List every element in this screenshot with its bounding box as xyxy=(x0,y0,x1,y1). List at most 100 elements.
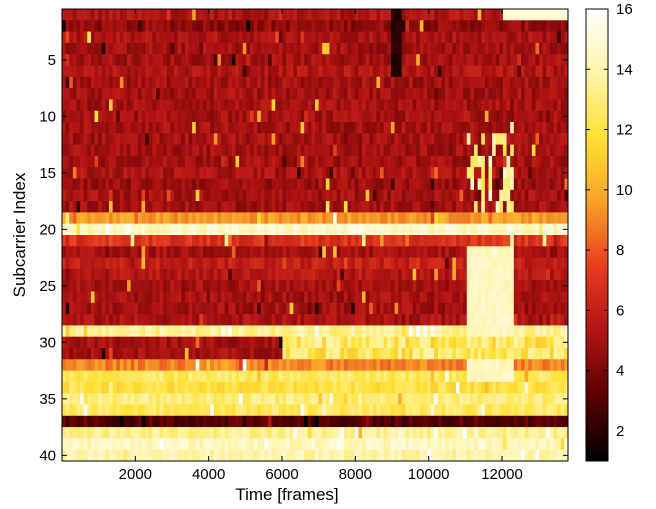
heatmap-cell xyxy=(177,54,182,66)
heatmap-cell xyxy=(213,88,219,100)
heatmap-cell xyxy=(405,88,410,100)
heatmap-cell xyxy=(419,246,425,258)
heatmap-cell xyxy=(524,302,529,315)
heatmap-cell xyxy=(408,167,414,179)
heatmap-cell xyxy=(510,314,515,326)
heatmap-cell xyxy=(105,189,110,202)
heatmap-cell xyxy=(206,42,211,55)
heatmap-cell xyxy=(448,314,453,326)
heatmap-cell xyxy=(521,212,526,225)
heatmap-cell xyxy=(246,336,251,349)
heatmap-cell xyxy=(564,370,568,383)
heatmap-cell xyxy=(495,144,500,157)
heatmap-cell xyxy=(253,370,258,383)
heatmap-cell xyxy=(488,246,493,258)
heatmap-cell xyxy=(495,65,500,78)
heatmap-cell xyxy=(260,381,265,394)
heatmap-cell xyxy=(383,122,388,134)
heatmap-cell xyxy=(163,212,168,225)
heatmap-cell xyxy=(76,246,81,258)
heatmap-cell xyxy=(228,42,233,55)
heatmap-cell xyxy=(542,359,547,371)
heatmap-cell xyxy=(430,42,435,55)
heatmap-cell xyxy=(380,314,385,326)
heatmap-cell xyxy=(524,246,529,258)
heatmap-cell xyxy=(423,54,428,66)
heatmap-cell xyxy=(152,88,157,100)
heatmap-cell xyxy=(423,99,428,112)
heatmap-cell xyxy=(463,167,468,179)
heatmap-cell xyxy=(502,268,508,281)
heatmap-cell xyxy=(452,76,457,89)
heatmap-cell xyxy=(524,201,529,213)
heatmap-cell xyxy=(278,268,284,281)
heatmap-cell xyxy=(163,302,168,315)
heatmap-cell xyxy=(376,110,381,123)
heatmap-cell xyxy=(340,257,345,270)
heatmap-cell xyxy=(369,65,374,78)
heatmap-cell xyxy=(231,235,237,247)
heatmap-cell xyxy=(130,302,135,315)
heatmap-cell xyxy=(452,201,457,213)
heatmap-cell xyxy=(470,280,475,292)
heatmap-cell xyxy=(177,370,182,383)
heatmap-cell xyxy=(235,257,240,270)
heatmap-cell xyxy=(206,133,211,145)
heatmap-cell xyxy=(268,122,273,134)
heatmap-cell xyxy=(466,359,472,371)
heatmap-cell xyxy=(188,42,193,55)
heatmap-cell xyxy=(488,348,493,360)
heatmap-cell xyxy=(542,370,547,383)
heatmap-cell xyxy=(231,201,237,213)
heatmap-cell xyxy=(524,167,529,179)
heatmap-cell xyxy=(83,223,88,236)
heatmap-cell xyxy=(83,348,88,360)
heatmap-cell xyxy=(528,9,533,21)
heatmap-cell xyxy=(452,212,457,225)
heatmap-cell xyxy=(221,20,226,32)
heatmap-cell xyxy=(376,189,381,202)
heatmap-cell xyxy=(228,31,233,44)
heatmap-cell xyxy=(98,76,103,89)
heatmap-cell xyxy=(127,178,132,191)
heatmap-cell xyxy=(466,54,472,66)
heatmap-cell xyxy=(271,42,276,55)
heatmap-cell xyxy=(195,348,200,360)
heatmap-cell xyxy=(69,302,74,315)
heatmap-cell xyxy=(542,178,547,191)
heatmap-cell xyxy=(69,257,74,270)
heatmap-cell xyxy=(235,280,240,292)
heatmap-cell xyxy=(293,76,298,89)
heatmap-cell xyxy=(315,268,320,281)
heatmap-cell xyxy=(181,133,186,145)
heatmap-cell xyxy=(166,393,172,405)
heatmap-cell xyxy=(358,235,363,247)
heatmap-cell xyxy=(76,167,81,179)
heatmap-cell xyxy=(401,88,406,100)
heatmap-cell xyxy=(528,314,533,326)
heatmap-cell xyxy=(213,235,219,247)
heatmap-cell xyxy=(564,42,568,55)
heatmap-cell xyxy=(358,167,363,179)
heatmap-cell xyxy=(83,155,88,168)
heatmap-cell xyxy=(282,359,287,371)
heatmap-cell xyxy=(477,291,482,304)
heatmap-cell xyxy=(289,212,294,225)
heatmap-cell xyxy=(235,31,240,44)
heatmap-cell xyxy=(560,280,565,292)
heatmap-cell xyxy=(423,280,428,292)
heatmap-cell xyxy=(488,201,493,213)
heatmap-cell xyxy=(531,99,537,112)
heatmap-cell xyxy=(398,110,403,123)
heatmap-cell xyxy=(163,178,168,191)
heatmap-cell xyxy=(231,302,237,315)
heatmap-cell xyxy=(228,133,233,145)
heatmap-cell xyxy=(492,155,497,168)
heatmap-cell xyxy=(484,314,490,326)
heatmap-cell xyxy=(174,42,179,55)
heatmap-cell xyxy=(408,280,414,292)
heatmap-cell xyxy=(427,246,432,258)
heatmap-cell xyxy=(72,201,78,213)
heatmap-cell xyxy=(72,9,78,21)
heatmap-cell xyxy=(123,178,128,191)
